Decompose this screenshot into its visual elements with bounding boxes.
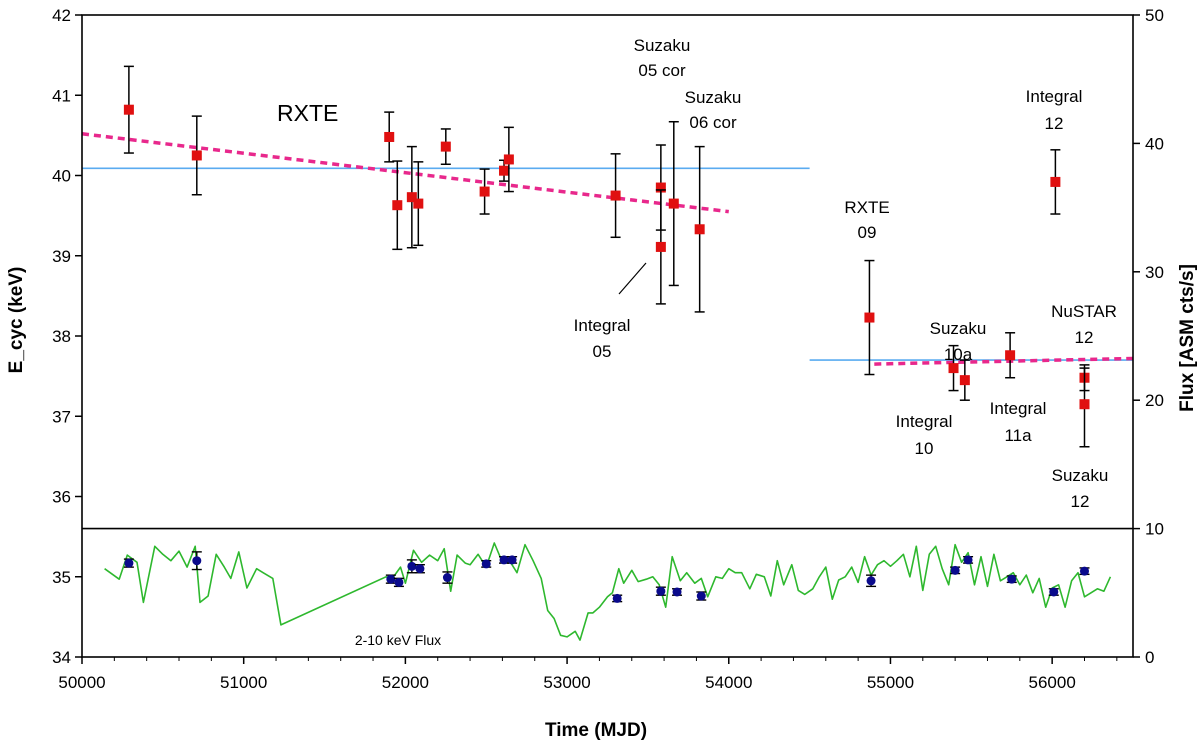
trend-lines: [81, 132, 1134, 366]
annotation-integral12-line1: Integral: [1026, 87, 1083, 106]
annotation-rxte: RXTE: [277, 100, 338, 126]
annotation-suzaku12-line1: Suzaku: [1052, 466, 1109, 485]
annotation-integral12-line2: 12: [1045, 114, 1064, 133]
x-tick-label: 55000: [867, 673, 914, 692]
annotation-nustar12-line2: 12: [1075, 328, 1094, 347]
flux-point: [1049, 587, 1059, 597]
energy-point: [440, 141, 451, 152]
x-tick-label: 50000: [58, 673, 105, 692]
energy-point: [610, 190, 621, 201]
y-right-tick-label: 50: [1145, 6, 1164, 25]
y-left-tick-label: 42: [52, 6, 71, 25]
annotation-integral05-line1: Integral: [574, 316, 631, 335]
flux-point: [124, 558, 134, 568]
annotation-suzaku05-line1: Suzaku: [634, 36, 691, 55]
energy-point: [959, 375, 970, 386]
y-left-tick-label: 41: [52, 86, 71, 105]
flux-point: [950, 565, 960, 575]
flux-point: [656, 586, 666, 596]
x-tick-label: 53000: [543, 673, 590, 692]
annotation-suzaku10a-line1: Suzaku: [930, 319, 987, 338]
flux-point: [696, 591, 706, 601]
energy-point: [123, 104, 134, 115]
flux-point: [499, 555, 509, 565]
energy-point: [1079, 399, 1090, 410]
y-left-tick-label: 35: [52, 568, 71, 587]
x-tick-label: 51000: [220, 673, 267, 692]
energy-point: [503, 154, 514, 165]
flux-point: [963, 555, 973, 565]
y-left-tick-label: 38: [52, 327, 71, 346]
flux-point: [481, 559, 491, 569]
flux-point: [442, 573, 452, 583]
annotation-integral11a-line1: Integral: [990, 399, 1047, 418]
energy-point: [392, 200, 403, 211]
energy-point: [948, 363, 959, 374]
annotation-integral10-line1: Integral: [896, 412, 953, 431]
flux-point: [866, 576, 876, 586]
y-left-tick-label: 36: [52, 488, 71, 507]
annotation-flux-label: 2-10 keV Flux: [355, 632, 441, 648]
y-left-tick-label: 34: [52, 648, 71, 667]
flux-point: [192, 556, 202, 566]
annotation-integral05-line2: 05: [593, 342, 612, 361]
y-right-tick-label: 30: [1145, 263, 1164, 282]
y-axis-title-right: Flux [ASM cts/s]: [1177, 264, 1198, 412]
y-right-tick-label: 0: [1145, 648, 1154, 667]
y-left-tick-label: 40: [52, 167, 71, 186]
flux-point: [612, 593, 622, 603]
annotation-suzaku10a-line2: 10a: [944, 345, 973, 364]
annotation-suzaku05-line2: 05 cor: [638, 61, 686, 80]
energy-point: [413, 198, 424, 209]
x-tick-label: 56000: [1029, 673, 1076, 692]
x-axis-title: Time (MJD): [545, 720, 647, 741]
cyclotron-points-layer: [123, 65, 1090, 448]
x-tick-label: 52000: [382, 673, 429, 692]
flux-point: [672, 587, 682, 597]
trend-line: [81, 132, 729, 214]
energy-point: [479, 186, 490, 197]
energy-point: [694, 224, 705, 235]
energy-point: [668, 198, 679, 209]
annotation-suzaku06-line1: Suzaku: [685, 88, 742, 107]
annotation-integral05-pointer: [618, 262, 647, 295]
energy-point: [191, 150, 202, 161]
annotation-rxte09-line2: 09: [858, 223, 877, 242]
energy-point: [1050, 176, 1061, 187]
flux-point: [394, 577, 404, 587]
y-left-tick-label: 37: [52, 407, 71, 426]
flux-point: [507, 555, 517, 565]
y-right-tick-label: 10: [1145, 520, 1164, 539]
flux-curve-layer: [104, 542, 1112, 641]
flux-points-layer: [123, 551, 1090, 603]
y-axis-title-left: E_cyc (keV): [6, 267, 27, 374]
energy-point: [655, 182, 666, 193]
energy-point: [864, 312, 875, 323]
tick-labels-layer: 50000 51000 52000 53000 54000 55000 56000 34 35 3…: [52, 6, 1164, 692]
annotation-nustar12-line1: NuSTAR: [1051, 302, 1117, 321]
flux-point: [1079, 566, 1089, 576]
flux-point: [407, 561, 417, 571]
x-tick-label: 54000: [705, 673, 752, 692]
annotation-suzaku12-line2: 12: [1071, 492, 1090, 511]
energy-point: [655, 241, 666, 252]
energy-point: [499, 165, 510, 176]
energy-point: [1005, 350, 1016, 361]
y-left-tick-label: 39: [52, 247, 71, 266]
annotation-rxte09-line1: RXTE: [844, 198, 889, 217]
flux-point: [415, 564, 425, 574]
annotation-integral10-line2: 10: [915, 439, 934, 458]
flux-point: [1007, 574, 1017, 584]
y-right-tick-label: 40: [1145, 134, 1164, 153]
flux-point: [386, 574, 396, 584]
y-right-tick-label: 20: [1145, 391, 1164, 410]
annotation-suzaku06-line2: 06 cor: [689, 113, 737, 132]
flux-curve: [104, 542, 1112, 641]
axes-layer: [75, 14, 1140, 664]
energy-point: [406, 192, 417, 203]
energy-point: [384, 131, 395, 142]
annotation-integral11a-line2: 11a: [1004, 426, 1032, 445]
